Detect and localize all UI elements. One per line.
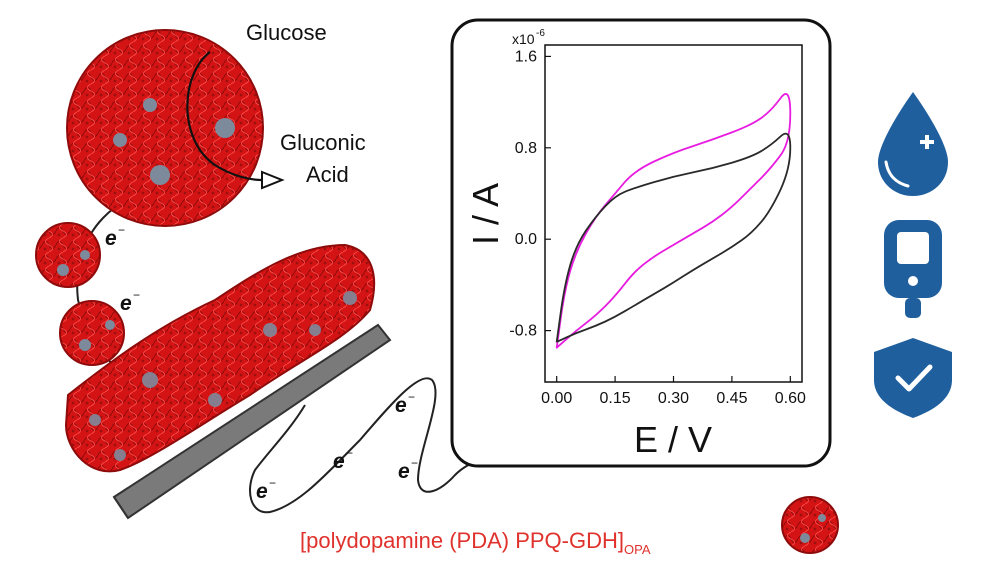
x-tick-label: 0.45: [716, 390, 747, 407]
electron-wire-bottom: [249, 377, 521, 514]
y-multiplier: x10: [512, 31, 535, 47]
y-exponent: -6: [536, 28, 545, 39]
x-tick-label: 0.60: [775, 390, 806, 407]
y-tick-label: -0.8: [509, 323, 537, 340]
x-tick-label: 0.30: [658, 390, 689, 407]
caption-subscript: OPA: [624, 542, 651, 557]
gluconic-acid-label-line2: Acid: [306, 162, 349, 187]
polymer-film: [64, 243, 376, 473]
y-tick-label: 0.0: [515, 231, 537, 248]
chart-ticks: 0.00 0.15 0.30 0.45 0.60 1.6 0.8 0.0 -0.8: [509, 48, 806, 407]
electron-symbol: e: [105, 227, 117, 250]
caption: [polydopamine (PDA) PPQ-GDH]OPA: [300, 528, 651, 557]
chart-frame: [450, 18, 832, 468]
electron-symbol: e: [120, 292, 132, 315]
electron-symbol: e: [333, 450, 345, 473]
electron-charge: −: [411, 456, 418, 470]
electron-label-1: e −: [105, 223, 125, 250]
enzyme-cluster-small-1: [35, 222, 101, 288]
electron-label-3: e −: [395, 390, 415, 417]
y-axis-label: I / A: [465, 183, 506, 245]
y-tick-label: 1.6: [515, 48, 537, 65]
electron-label-6: e −: [256, 476, 276, 503]
blood-drop-plus-icon: [878, 92, 948, 196]
shield-check-icon: [874, 338, 952, 418]
electrode: [112, 323, 392, 520]
electron-charge: −: [269, 476, 276, 490]
chart-series: [555, 93, 792, 349]
glucose-label: Glucose: [246, 20, 327, 45]
cv-series-line-2: [555, 132, 792, 343]
gluconic-acid-label-line1: Gluconic: [280, 130, 366, 155]
electron-label-2: e −: [120, 288, 140, 315]
electron-charge: −: [346, 446, 353, 460]
enzyme-cluster-caption: [781, 496, 839, 554]
caption-main: [polydopamine (PDA) PPQ-GDH]: [300, 528, 624, 553]
electron-charge: −: [408, 390, 415, 404]
electron-label-4: e −: [333, 446, 353, 473]
reaction-arrow: [186, 51, 263, 182]
electron-label-5: e −: [398, 456, 418, 483]
glucometer-icon: [884, 220, 942, 318]
x-axis-label: E / V: [634, 419, 712, 460]
x-tick-label: 0.15: [600, 390, 631, 407]
electron-symbol: e: [398, 460, 410, 483]
electron-charge: −: [118, 223, 125, 237]
cv-chart-panel: 0.00 0.15 0.30 0.45 0.60 1.6 0.8 0.0 -0.8 x10 -6…: [450, 18, 832, 468]
enzyme-cluster-small-2: [59, 300, 125, 366]
enzyme-cluster-large: [66, 29, 264, 227]
electron-symbol: e: [395, 394, 407, 417]
x-tick-label: 0.00: [541, 390, 572, 407]
electron-charge: −: [133, 288, 140, 302]
electron-symbol: e: [256, 480, 268, 503]
y-tick-label: 0.8: [515, 140, 537, 157]
reaction-arrowhead: [261, 170, 285, 190]
